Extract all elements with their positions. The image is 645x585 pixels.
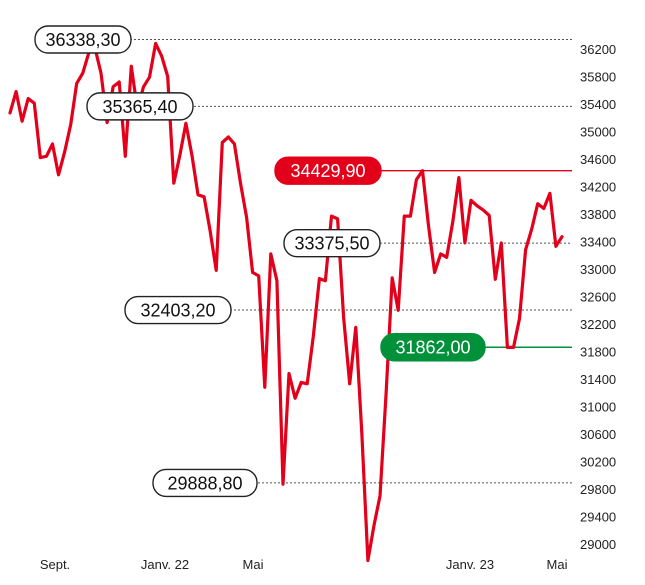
series-line xyxy=(8,41,564,563)
annotation-label: 32403,20 xyxy=(140,301,215,321)
annotation-box xyxy=(274,156,382,185)
annotation-box xyxy=(34,25,132,54)
y-tick-label: 32600 xyxy=(580,290,616,305)
y-tick-label: 34200 xyxy=(580,180,616,195)
annotation-label: 31862,00 xyxy=(395,338,470,358)
x-axis: Sept. Janv. 22 Mai Janv. 23 Mai xyxy=(40,557,568,572)
y-tick-label: 33400 xyxy=(580,235,616,250)
x-tick-label: Mai xyxy=(547,557,568,572)
annotation-box xyxy=(283,228,381,258)
reference-lines xyxy=(130,38,572,484)
y-tick-label: 35000 xyxy=(580,125,616,140)
annotation-label: 33375,50 xyxy=(294,234,369,254)
y-tick-label: 31800 xyxy=(580,345,616,360)
y-tick-label: 34600 xyxy=(580,152,616,167)
y-tick-label: 29800 xyxy=(580,482,616,497)
y-tick-label: 33000 xyxy=(580,262,616,277)
value-annotations: 36338,30 35365,40 34429,90 33375,50 32403,20… xyxy=(34,25,486,498)
annotation-label: 35365,40 xyxy=(102,97,177,117)
y-tick-label: 29400 xyxy=(580,510,616,525)
annotation-box xyxy=(86,92,194,121)
y-tick-label: 33800 xyxy=(580,207,616,222)
y-tick-label: 35800 xyxy=(580,70,616,85)
annotation-box xyxy=(380,333,486,362)
plot-area xyxy=(8,41,564,563)
x-tick-label: Janv. 23 xyxy=(446,557,494,572)
x-tick-label: Mai xyxy=(243,557,264,572)
x-tick-label: Sept. xyxy=(40,557,70,572)
y-tick-label: 30200 xyxy=(580,455,616,470)
y-axis: 36200 35800 35400 35000 34600 34200 33800 33400… xyxy=(580,42,616,552)
y-tick-label: 32200 xyxy=(580,317,616,332)
y-tick-label: 30600 xyxy=(580,427,616,442)
y-tick-label: 31400 xyxy=(580,372,616,387)
annotation-label: 36338,30 xyxy=(45,30,120,50)
annotation-label: 29888,80 xyxy=(167,473,242,493)
annotation-box xyxy=(152,468,258,498)
y-tick-label: 31000 xyxy=(580,400,616,415)
y-tick-label: 36200 xyxy=(580,42,616,57)
annotation-box xyxy=(124,295,232,325)
x-tick-label: Janv. 22 xyxy=(141,557,189,572)
y-tick-label: 29000 xyxy=(580,537,616,552)
annotation-label: 34429,90 xyxy=(290,161,365,181)
y-tick-label: 35400 xyxy=(580,97,616,112)
